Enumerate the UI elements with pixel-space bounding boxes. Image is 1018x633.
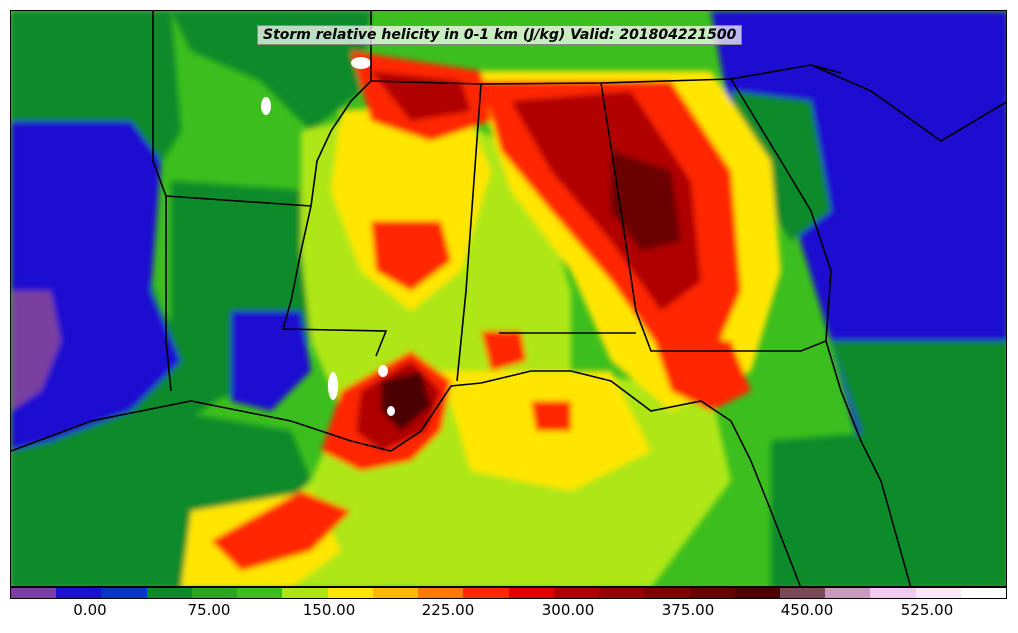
colorbar-segment [11, 588, 57, 598]
colorbar-segment [960, 588, 1007, 598]
colorbar [10, 587, 1007, 599]
colorbar-tick-label: 375.00 [661, 601, 715, 619]
colorbar-segment [644, 588, 690, 598]
colorbar-segment [327, 588, 373, 598]
map-panel: Storm relative helicity in 0-1 km (J/kg)… [10, 10, 1007, 587]
colorbar-segment [915, 588, 961, 598]
colorbar-tick-label: 525.00 [900, 601, 954, 619]
colorbar-segment [191, 588, 238, 598]
colorbar-segment [418, 588, 464, 598]
colorbar-segment [553, 588, 600, 598]
field-max-patches [261, 57, 395, 416]
colorbar-segment [825, 588, 871, 598]
colorbar-segment [689, 588, 735, 598]
helicity-field-map [11, 11, 1006, 586]
colorbar-segment [372, 588, 419, 598]
colorbar-segment [146, 588, 192, 598]
colorbar-tick-label: 150.00 [302, 601, 356, 619]
colorbar-segment [101, 588, 147, 598]
colorbar-ticks: 0.00 75.00 150.00 225.00 300.00 375.00 450.00 5… [10, 601, 1007, 625]
colorbar-segment [734, 588, 780, 598]
colorbar-segment [237, 588, 283, 598]
boundary-lines [11, 11, 1006, 586]
colorbar-tick-label: 225.00 [421, 601, 475, 619]
colorbar-segment [779, 588, 826, 598]
colorbar-segment [599, 588, 645, 598]
colorbar-segment [463, 588, 509, 598]
colorbar-segment [56, 588, 102, 598]
map-title: Storm relative helicity in 0-1 km (J/kg)… [257, 25, 743, 45]
colorbar-segment [870, 588, 916, 598]
colorbar-segment [508, 588, 554, 598]
colorbar-tick-label: 450.00 [780, 601, 834, 619]
colorbar-tick-label: 0.00 [73, 601, 107, 619]
colorbar-tick-label: 300.00 [541, 601, 595, 619]
colorbar-segment [282, 588, 328, 598]
colorbar-tick-label: 75.00 [187, 601, 231, 619]
